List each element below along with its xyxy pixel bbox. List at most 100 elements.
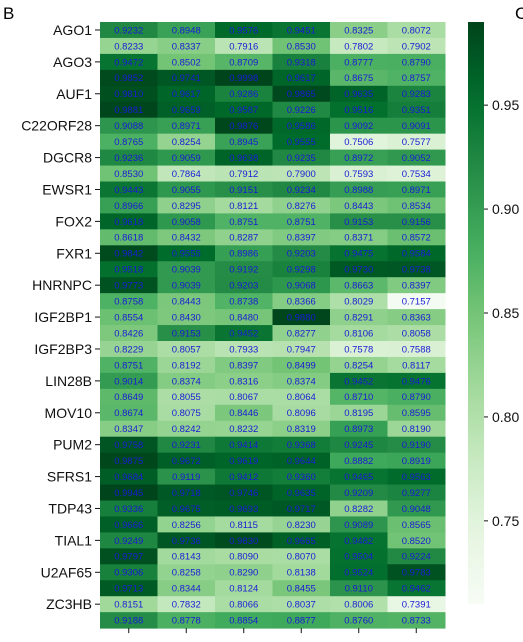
heatmap-cell [387,564,446,581]
heatmap-cell [330,516,388,533]
heatmap-cell [272,85,331,103]
heatmap-cell [387,133,446,151]
cell-value-label: 0.9039 [172,265,201,276]
heatmap-cell [387,436,446,454]
cell-value-label: 0.8530 [287,41,316,52]
cell-value-label: 0.8760 [344,616,373,627]
cell-value-label: 0.9675 [172,504,201,515]
cell-value-label: 0.9088 [114,121,143,132]
heatmap-cell [387,229,446,246]
cell-value-label: 0.8366 [287,297,316,308]
heatmap-cell [215,245,273,262]
heatmap-cell [272,53,331,71]
cell-value-label: 0.8765 [114,137,143,148]
cell-value-label: 0.9576 [229,25,258,36]
heatmap-cell [272,149,331,167]
heatmap-cell [215,404,273,422]
cell-value-label: 0.9666 [114,520,143,531]
heatmap-cell [157,532,216,549]
heatmap-cell [157,356,216,374]
row-label: SFRS1 [47,469,92,485]
heatmap-cell [387,325,446,342]
cell-value-label: 0.8371 [344,233,373,244]
heatmap-cell [330,500,388,517]
cell-value-label: 0.9783 [402,568,431,579]
heatmap-cell [215,309,273,326]
heatmap-cell [330,356,388,374]
heatmap-cell [330,197,388,214]
cell-value-label: 0.8738 [229,297,258,308]
cell-value-label: 0.9224 [402,552,431,563]
cell-value-label: 0.7947 [287,344,316,355]
cell-value-label: 0.8115 [230,520,258,531]
colorbar-tick-label: 0.80 [492,409,519,425]
heatmap-cell [330,404,388,422]
cell-value-label: 0.8258 [172,568,201,579]
row-label: U2AF65 [41,564,93,580]
row-label: AUF1 [56,86,92,102]
heatmap-cell [215,420,273,438]
cell-value-label: 0.7902 [402,41,431,52]
cell-value-label: 0.8973 [344,424,373,435]
heatmap-cell [100,436,158,454]
heatmap-cell [157,404,216,422]
heatmap-cell [215,532,273,549]
cell-value-label: 0.8066 [229,600,258,611]
heatmap-cell [215,388,273,406]
cell-value-label: 0.7912 [229,169,258,180]
cell-value-label: 0.8971 [402,185,431,196]
heatmap-cell [330,85,388,103]
cell-value-label: 0.9058 [172,217,201,228]
heatmap-cell [272,22,331,39]
cell-value-label: 0.8675 [344,73,373,84]
row-label: TIAL1 [55,532,93,548]
row-label: TDP43 [48,500,92,516]
heatmap-cell [215,356,273,374]
cell-value-label: 0.9587 [229,105,258,116]
cell-value-label: 0.8480 [229,312,258,323]
cell-value-label: 0.9452 [229,328,258,339]
heatmap-cell [157,245,216,262]
cell-value-label: 0.9524 [344,568,373,579]
heatmap-cell [215,325,273,342]
cell-value-label: 0.7916 [229,41,258,52]
colorbar-gradient [468,22,484,604]
heatmap-cell [157,37,216,55]
cell-value-label: 0.8709 [229,57,258,68]
cell-value-label: 0.8595 [402,408,431,419]
cell-value-label: 0.9876 [229,121,258,132]
cell-value-label: 0.8971 [172,121,201,132]
heatmap-cell [215,596,273,613]
heatmap-cell [215,468,273,486]
heatmap-cell [330,309,388,326]
cell-value-label: 0.8674 [114,408,143,419]
heatmap-cell [387,500,446,517]
cell-value-label: 0.8397 [287,233,316,244]
cell-value-label: 0.8502 [172,57,201,68]
heatmap-cell [100,580,158,597]
heatmap-cell [330,548,388,565]
heatmap-cell [272,388,331,406]
heatmap-cell [215,197,273,214]
cell-value-label: 0.7832 [172,600,201,611]
heatmap-cell [330,69,388,87]
cell-value-label: 0.9209 [344,488,373,499]
cell-value-label: 0.8287 [229,233,258,244]
cell-value-label: 0.7593 [344,169,373,180]
cell-value-label: 0.9153 [344,217,373,228]
heatmap-cell [157,229,216,246]
row-label: AGO3 [53,54,92,70]
cell-value-label: 0.8565 [402,520,431,531]
cell-value-label: 0.8790 [402,57,431,68]
cell-value-label: 0.9746 [229,488,258,499]
heatmap-cell [215,484,273,501]
cell-value-label: 0.9810 [114,89,143,100]
heatmap-cell [272,117,331,135]
heatmap-cell [330,261,388,278]
heatmap-cell [100,468,158,486]
cell-value-label: 0.9586 [287,121,316,132]
heatmap-cell [272,436,331,454]
cell-value-label: 0.9881 [114,105,143,116]
heatmap-cell [157,69,216,87]
cell-value-label: 0.9717 [287,504,316,515]
